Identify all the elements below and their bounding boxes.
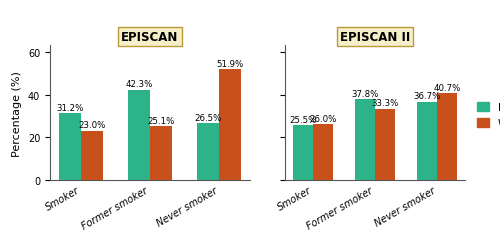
Bar: [128, 90, 150, 180]
Bar: [375, 109, 395, 180]
Text: 25.5%: 25.5%: [290, 116, 317, 125]
Text: 26.5%: 26.5%: [194, 113, 222, 122]
Text: 36.7%: 36.7%: [414, 92, 441, 101]
Legend: Men, Women: Men, Women: [472, 99, 500, 132]
Bar: [355, 100, 375, 180]
Y-axis label: Percentage (%): Percentage (%): [12, 70, 22, 156]
Bar: [150, 127, 172, 180]
Text: 42.3%: 42.3%: [126, 80, 152, 89]
Bar: [219, 70, 241, 180]
Text: 37.8%: 37.8%: [352, 89, 379, 98]
Text: 26.0%: 26.0%: [309, 114, 336, 123]
Text: EPISCAN II: EPISCAN II: [340, 30, 410, 43]
Text: 31.2%: 31.2%: [56, 103, 84, 112]
Bar: [293, 126, 313, 180]
Text: 33.3%: 33.3%: [371, 99, 398, 108]
Text: 25.1%: 25.1%: [148, 116, 174, 125]
Bar: [437, 94, 457, 180]
Bar: [417, 102, 437, 180]
Bar: [81, 131, 103, 180]
Text: 40.7%: 40.7%: [433, 83, 460, 92]
Text: 23.0%: 23.0%: [78, 121, 106, 130]
Text: EPISCAN: EPISCAN: [122, 30, 178, 43]
Text: 51.9%: 51.9%: [216, 59, 244, 68]
Bar: [313, 125, 333, 180]
Bar: [197, 124, 219, 180]
Bar: [59, 114, 81, 180]
